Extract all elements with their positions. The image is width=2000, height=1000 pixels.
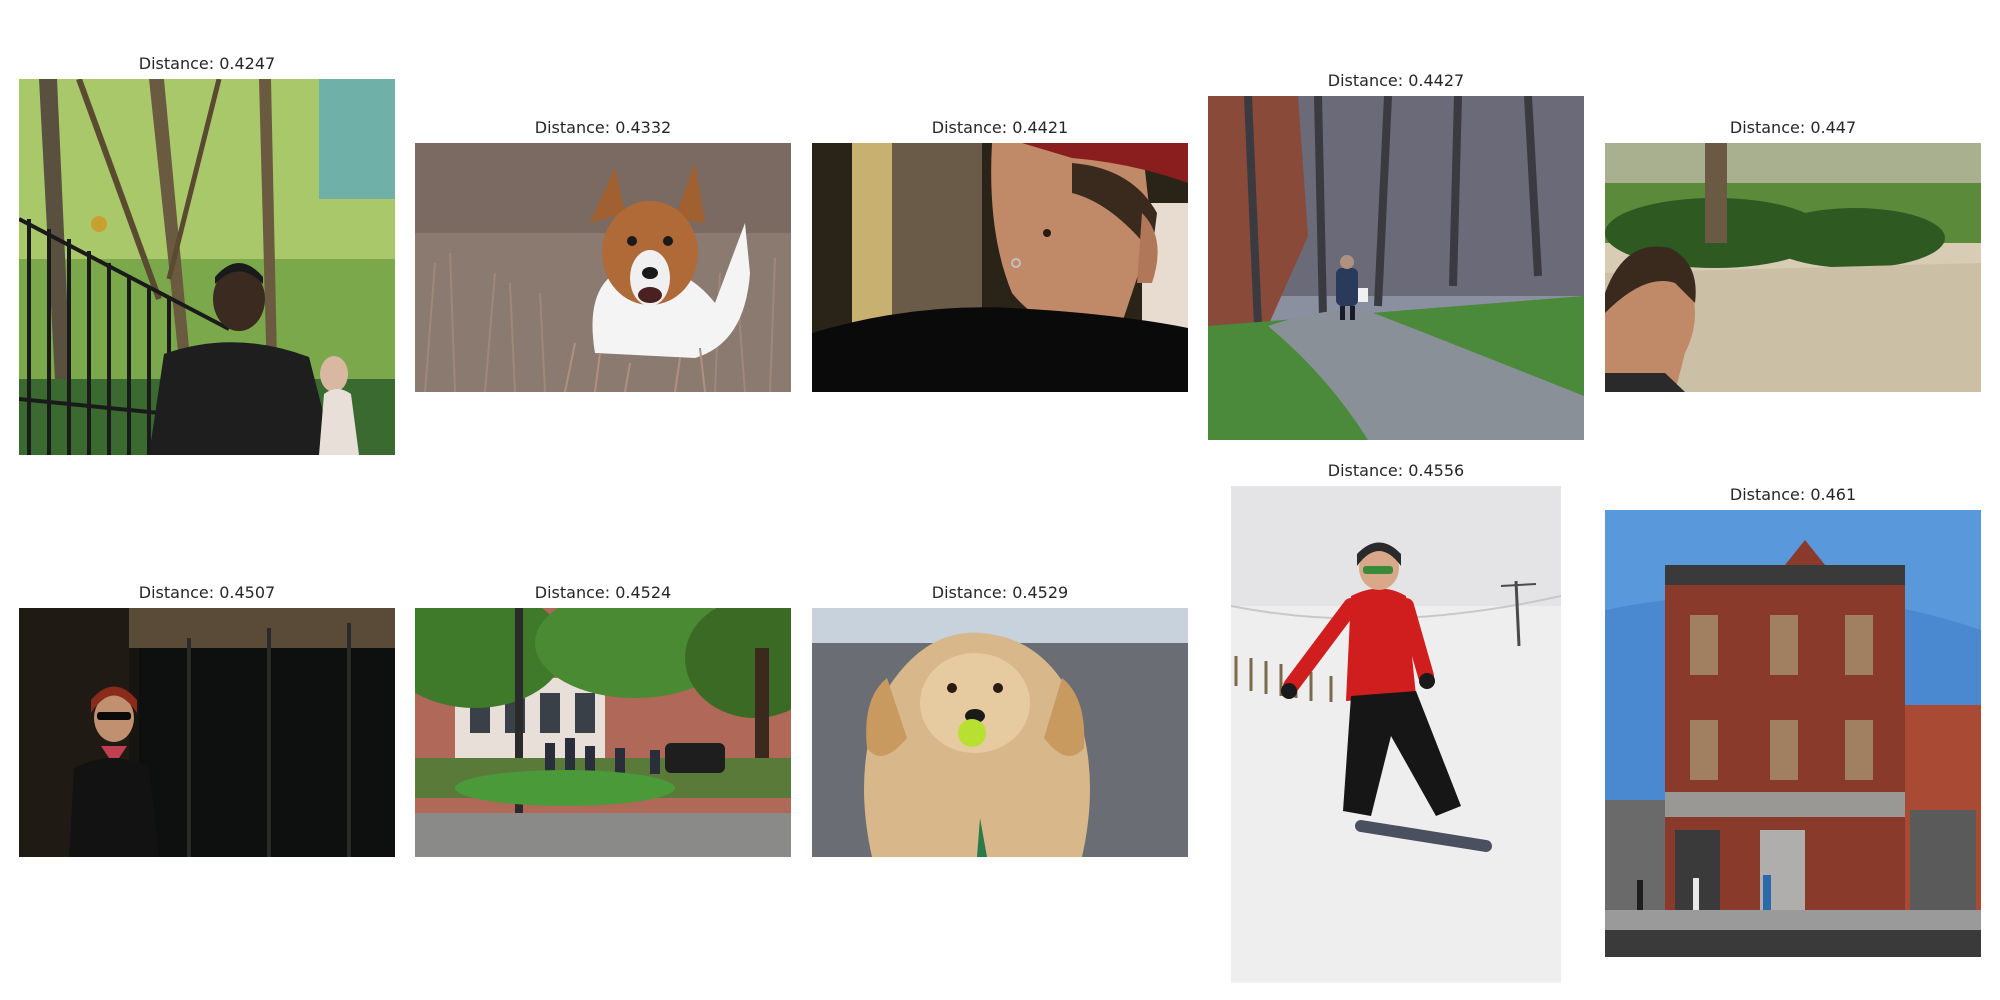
distance-caption: Distance: 0.4507 xyxy=(138,583,276,602)
result-photo-wooded-path xyxy=(1208,96,1584,440)
result-tile-6: Distance: 0.4507 xyxy=(19,581,395,857)
result-tile-1: Distance: 0.4247 xyxy=(19,52,395,456)
result-photo-abandoned-building xyxy=(1605,510,1981,957)
result-tile-4: Distance: 0.4427 xyxy=(1208,69,1584,440)
distance-caption: Distance: 0.4332 xyxy=(534,118,672,137)
result-tile-3: Distance: 0.4421 xyxy=(812,116,1188,392)
distance-caption: Distance: 0.4247 xyxy=(138,54,276,73)
distance-caption: Distance: 0.461 xyxy=(1729,485,1857,504)
result-tile-7: Distance: 0.4524 xyxy=(415,581,791,857)
result-photo-man-fence xyxy=(19,79,395,455)
result-photo-snowboarder xyxy=(1231,486,1561,983)
distance-caption: Distance: 0.447 xyxy=(1729,118,1857,137)
distance-caption: Distance: 0.4556 xyxy=(1327,461,1465,480)
result-tile-2: Distance: 0.4332 xyxy=(415,116,791,392)
distance-caption: Distance: 0.4427 xyxy=(1327,71,1465,90)
result-photo-jack-russell xyxy=(415,143,791,392)
result-photo-young-man-profile xyxy=(812,143,1188,392)
result-tile-5: Distance: 0.447 xyxy=(1605,116,1981,392)
distance-caption: Distance: 0.4529 xyxy=(931,583,1069,602)
result-photo-man-profile-park xyxy=(1605,143,1981,392)
result-photo-golden-retriever xyxy=(812,608,1188,857)
result-tile-8: Distance: 0.4529 xyxy=(812,581,1188,857)
distance-caption: Distance: 0.4421 xyxy=(931,118,1069,137)
distance-caption: Distance: 0.4524 xyxy=(534,583,672,602)
result-tile-10: Distance: 0.461 xyxy=(1605,483,1981,957)
result-tile-9: Distance: 0.4556 xyxy=(1231,459,1561,983)
result-photo-woman-sunglasses xyxy=(19,608,395,857)
result-photo-city-park xyxy=(415,608,791,857)
